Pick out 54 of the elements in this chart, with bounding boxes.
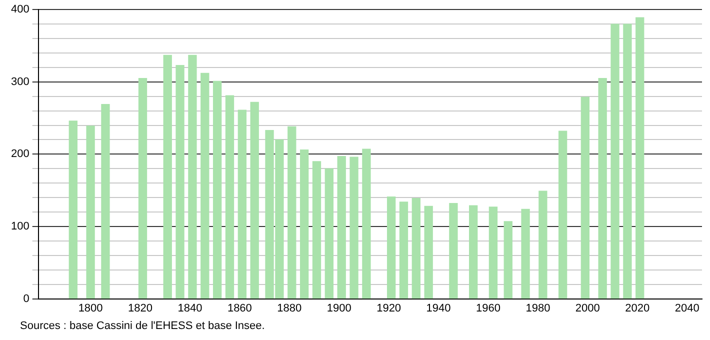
x-tick-label: 2040 — [674, 302, 700, 314]
bar — [598, 78, 607, 299]
x-tick-label: 1960 — [476, 302, 500, 314]
bar — [399, 202, 408, 299]
bar — [538, 190, 548, 299]
bar — [449, 203, 458, 299]
bar — [300, 150, 309, 299]
y-tick-label: 400 — [10, 4, 30, 16]
bar — [504, 221, 512, 299]
x-tick-label: 1920 — [376, 302, 402, 314]
bar — [324, 168, 334, 299]
x-tick-label: 2000 — [575, 302, 600, 314]
bar — [163, 54, 172, 299]
bar — [188, 54, 197, 299]
bar — [386, 196, 396, 299]
bar — [337, 156, 346, 299]
x-tick-label: 1860 — [227, 302, 252, 314]
bar — [424, 206, 433, 299]
bar — [238, 110, 246, 299]
bar — [558, 130, 568, 299]
x-tick-label: 1980 — [526, 302, 550, 314]
bar — [623, 24, 632, 299]
x-tick-label: 1820 — [128, 302, 153, 314]
bar — [469, 205, 478, 299]
bar — [250, 102, 259, 299]
x-tick-label: 1800 — [78, 302, 103, 314]
y-tick-label: 0 — [23, 292, 30, 305]
bar — [288, 126, 296, 299]
bar — [610, 24, 620, 299]
source-note: Sources : base Cassini de l'EHESS et base Insee. — [20, 320, 265, 332]
bar — [312, 161, 322, 299]
x-tick-label: 2020 — [625, 302, 650, 314]
bar — [225, 95, 234, 299]
bar — [212, 80, 222, 299]
y-tick-label: 100 — [10, 220, 30, 233]
bar — [521, 208, 530, 299]
bar — [86, 126, 95, 299]
y-tick-label: 200 — [10, 148, 30, 160]
x-tick-label: 1940 — [426, 302, 451, 314]
bar — [138, 78, 148, 299]
bar — [350, 156, 358, 299]
bar — [200, 72, 210, 299]
bar — [68, 120, 78, 299]
bar — [101, 104, 110, 299]
bar — [362, 148, 371, 299]
y-tick-label: 300 — [10, 76, 30, 88]
x-tick-label: 1880 — [277, 302, 302, 314]
bar — [636, 17, 644, 299]
bar — [412, 198, 420, 299]
bar — [580, 96, 590, 299]
bar — [176, 64, 184, 299]
x-tick-label: 1840 — [178, 302, 202, 314]
x-tick-label: 1900 — [326, 302, 352, 314]
bar — [488, 206, 498, 299]
